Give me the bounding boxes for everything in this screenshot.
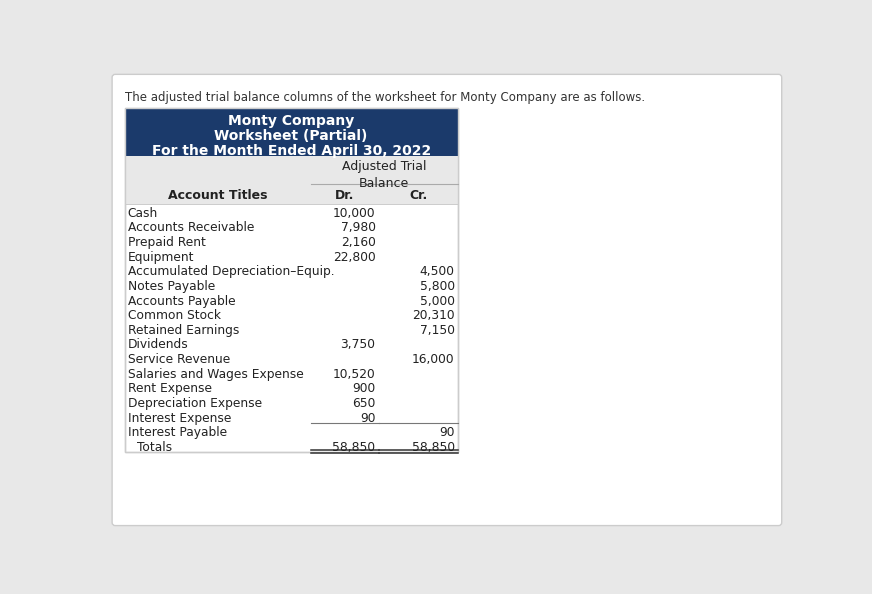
- Text: Dividends: Dividends: [127, 339, 188, 352]
- Text: 5,000: 5,000: [419, 295, 454, 308]
- Text: Interest Payable: Interest Payable: [127, 426, 227, 439]
- Text: Adjusted Trial
Balance: Adjusted Trial Balance: [342, 160, 426, 190]
- Text: Prepaid Rent: Prepaid Rent: [127, 236, 206, 249]
- Text: 900: 900: [352, 383, 376, 396]
- Text: Totals: Totals: [137, 441, 172, 454]
- Text: Depreciation Expense: Depreciation Expense: [127, 397, 262, 410]
- Text: Cr.: Cr.: [409, 189, 427, 202]
- Text: Accounts Payable: Accounts Payable: [127, 295, 235, 308]
- Text: Accounts Receivable: Accounts Receivable: [127, 222, 254, 235]
- Text: 16,000: 16,000: [412, 353, 454, 366]
- FancyBboxPatch shape: [125, 108, 458, 453]
- Text: Salaries and Wages Expense: Salaries and Wages Expense: [127, 368, 303, 381]
- Text: Rent Expense: Rent Expense: [127, 383, 212, 396]
- Text: Worksheet (Partial): Worksheet (Partial): [215, 129, 368, 143]
- Text: 7,980: 7,980: [341, 222, 376, 235]
- FancyBboxPatch shape: [125, 185, 458, 204]
- Text: 5,800: 5,800: [419, 280, 454, 293]
- Text: 20,310: 20,310: [412, 309, 454, 322]
- FancyBboxPatch shape: [112, 74, 781, 526]
- Text: Retained Earnings: Retained Earnings: [127, 324, 239, 337]
- Text: Service Revenue: Service Revenue: [127, 353, 230, 366]
- Text: Cash: Cash: [127, 207, 158, 220]
- Text: Account Titles: Account Titles: [167, 189, 267, 202]
- Text: For the Month Ended April 30, 2022: For the Month Ended April 30, 2022: [152, 144, 431, 157]
- Text: Equipment: Equipment: [127, 251, 194, 264]
- Text: 3,750: 3,750: [341, 339, 376, 352]
- Text: 58,850: 58,850: [412, 441, 454, 454]
- Text: 650: 650: [352, 397, 376, 410]
- FancyBboxPatch shape: [125, 108, 458, 156]
- Text: Accumulated Depreciation–Equip.: Accumulated Depreciation–Equip.: [127, 266, 334, 279]
- Text: 7,150: 7,150: [419, 324, 454, 337]
- Text: 22,800: 22,800: [333, 251, 376, 264]
- Text: 4,500: 4,500: [419, 266, 454, 279]
- Text: Dr.: Dr.: [335, 189, 354, 202]
- FancyBboxPatch shape: [125, 156, 458, 185]
- Text: 90: 90: [439, 426, 454, 439]
- Text: 10,000: 10,000: [333, 207, 376, 220]
- Text: Monty Company: Monty Company: [228, 115, 354, 128]
- Text: 58,850: 58,850: [332, 441, 376, 454]
- Text: 2,160: 2,160: [341, 236, 376, 249]
- Text: 10,520: 10,520: [333, 368, 376, 381]
- Text: 90: 90: [360, 412, 376, 425]
- Text: The adjusted trial balance columns of the worksheet for Monty Company are as fol: The adjusted trial balance columns of th…: [125, 91, 644, 105]
- Text: Notes Payable: Notes Payable: [127, 280, 215, 293]
- Text: Interest Expense: Interest Expense: [127, 412, 231, 425]
- Text: Common Stock: Common Stock: [127, 309, 221, 322]
